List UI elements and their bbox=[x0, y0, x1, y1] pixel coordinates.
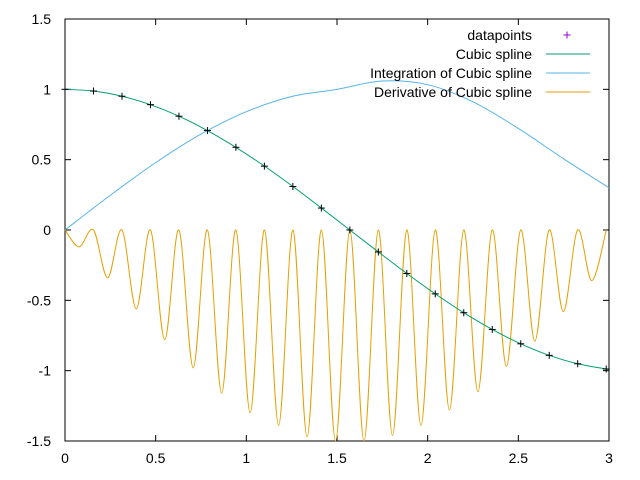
legend-label: Derivative of Cubic spline bbox=[374, 84, 532, 100]
x-tick-label: 0.5 bbox=[146, 450, 166, 466]
legend-label: datapoints bbox=[467, 27, 532, 43]
legend-swatch bbox=[563, 31, 571, 39]
data-point bbox=[260, 162, 268, 170]
series-layer bbox=[61, 80, 610, 442]
data-point bbox=[289, 183, 297, 191]
legend-label: Integration of Cubic spline bbox=[370, 65, 532, 81]
data-point bbox=[118, 92, 126, 100]
plot-frame bbox=[64, 18, 610, 442]
data-point bbox=[431, 290, 439, 298]
data-point bbox=[545, 351, 553, 359]
y-tick-label: -0.5 bbox=[27, 292, 51, 308]
x-tick-label: 1.5 bbox=[327, 450, 347, 466]
data-point bbox=[175, 112, 183, 120]
data-point bbox=[232, 143, 240, 151]
series-line-3 bbox=[64, 228, 607, 442]
x-tick-label: 2.5 bbox=[509, 450, 529, 466]
series-line-2 bbox=[64, 80, 610, 231]
x-tick-label: 0 bbox=[61, 450, 69, 466]
data-point bbox=[346, 226, 354, 234]
data-point bbox=[488, 325, 496, 333]
data-point bbox=[146, 101, 154, 109]
x-tick-label: 2 bbox=[424, 450, 432, 466]
y-tick-label: -1 bbox=[39, 363, 52, 379]
data-point bbox=[602, 365, 610, 373]
y-tick-label: 1 bbox=[43, 81, 51, 97]
data-point bbox=[61, 85, 69, 93]
y-tick-label: 0.5 bbox=[32, 152, 52, 168]
x-tick-label: 3 bbox=[605, 450, 613, 466]
series-line-1 bbox=[64, 88, 610, 370]
data-point bbox=[89, 87, 97, 95]
data-point bbox=[317, 204, 325, 212]
y-tick-label: 0 bbox=[43, 222, 51, 238]
data-point bbox=[374, 248, 382, 256]
y-tick-label: -1.5 bbox=[27, 433, 51, 449]
y-tick-label: 1.5 bbox=[32, 11, 52, 27]
data-point bbox=[460, 309, 468, 317]
x-tick-label: 1 bbox=[242, 450, 250, 466]
data-point bbox=[517, 340, 525, 348]
data-point bbox=[574, 360, 582, 368]
axis-ticks: 0 0.5 1 1.5 2 2.5 3 1.5 1 0.5 0 -0.5 -1 -1.5 bbox=[27, 11, 613, 466]
data-point bbox=[403, 269, 411, 277]
legend: datapoints Cubic spline Integration of Cub… bbox=[370, 27, 590, 100]
data-point bbox=[203, 127, 211, 135]
legend-label: Cubic spline bbox=[456, 46, 532, 62]
